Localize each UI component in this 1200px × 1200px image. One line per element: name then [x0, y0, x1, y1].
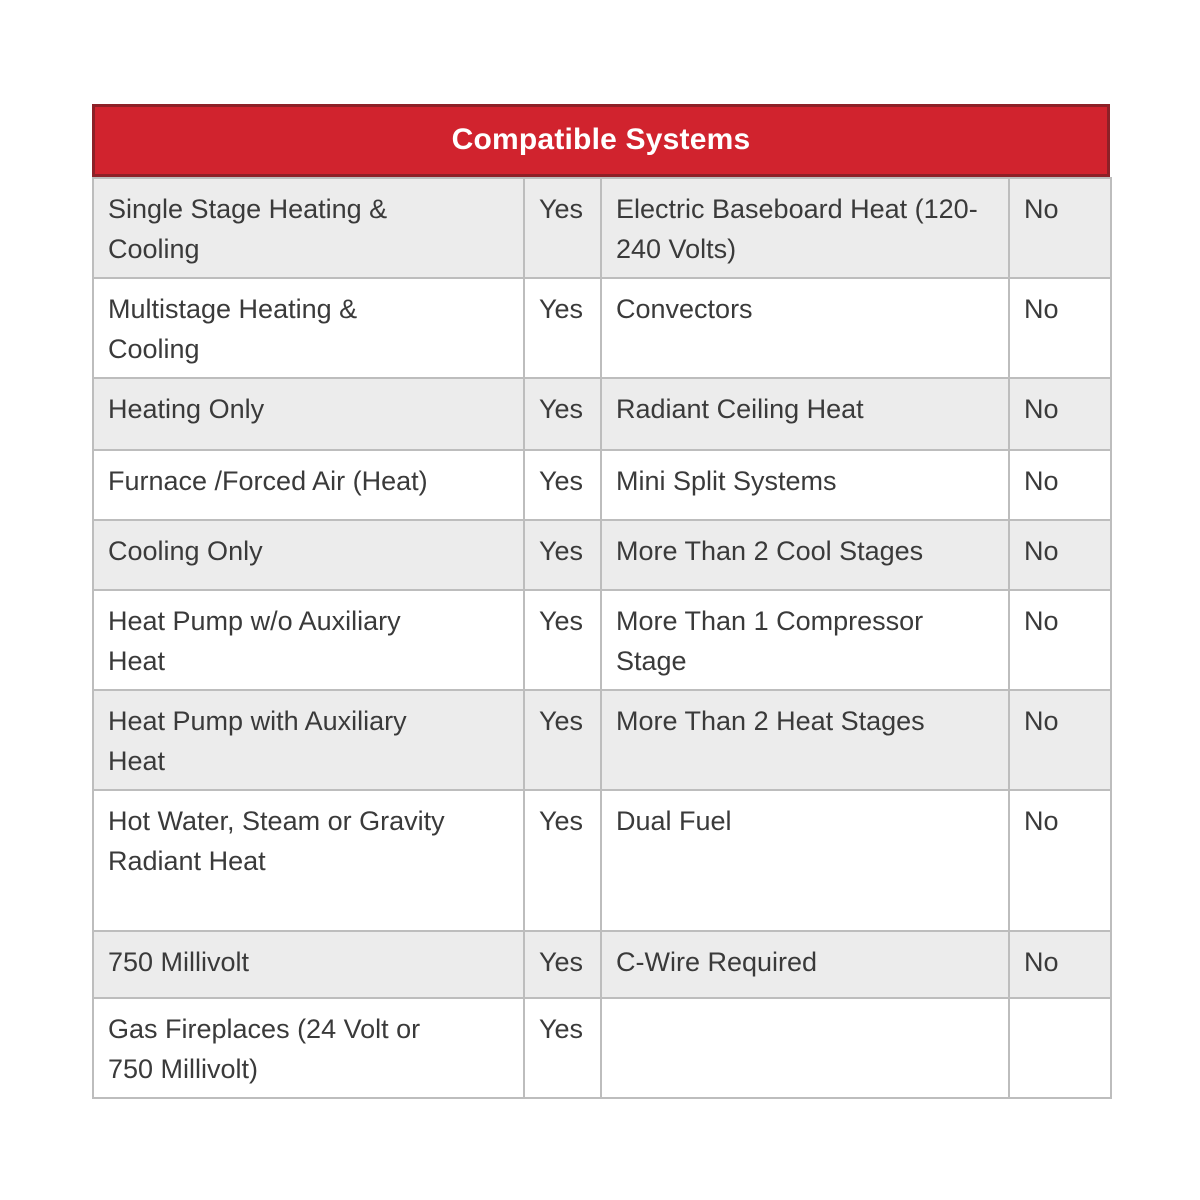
system-name-left-cell: Multistage Heating & Cooling [92, 277, 525, 379]
system-name-left-cell: Gas Fireplaces (24 Volt or 750 Millivolt… [92, 997, 525, 1099]
system-name-right-cell: More Than 1 Compressor Stage [600, 589, 1010, 691]
system-name-right-cell: Electric Baseboard Heat (120-240 Volts) [600, 177, 1010, 279]
compatibility-grid: Single Stage Heating & Cooling Yes Elect… [92, 177, 1112, 1099]
system-name-right-cell: Mini Split Systems [600, 449, 1010, 521]
system-name-left-cell: Single Stage Heating & Cooling [92, 177, 525, 279]
compatibility-value-right-cell: No [1008, 689, 1112, 791]
compatibility-value-left-cell: Yes [523, 930, 602, 999]
table-row: Furnace /Forced Air (Heat) Yes Mini Spli… [92, 449, 1112, 521]
compatibility-value-right-cell: No [1008, 930, 1112, 999]
compatibility-value-right-cell [1008, 997, 1112, 1099]
system-name-left-cell: Furnace /Forced Air (Heat) [92, 449, 525, 521]
system-name-right-cell: C-Wire Required [600, 930, 1010, 999]
system-name-left-cell: Cooling Only [92, 519, 525, 591]
compatibility-value-right-cell: No [1008, 589, 1112, 691]
system-name-left-cell: Heat Pump with Auxiliary Heat [92, 689, 525, 791]
compatibility-value-right-cell: No [1008, 449, 1112, 521]
compatibility-value-left-cell: Yes [523, 997, 602, 1099]
system-name-right-cell: Radiant Ceiling Heat [600, 377, 1010, 451]
table-row: Cooling Only Yes More Than 2 Cool Stages… [92, 519, 1112, 591]
compatibility-value-left-cell: Yes [523, 589, 602, 691]
compatibility-value-left-cell: Yes [523, 177, 602, 279]
system-name-right-cell: More Than 2 Cool Stages [600, 519, 1010, 591]
table-row: Multistage Heating & Cooling Yes Convect… [92, 277, 1112, 379]
compatible-systems-table: Compatible Systems Single Stage Heating … [92, 104, 1112, 1099]
table-row: Heat Pump w/o Auxiliary Heat Yes More Th… [92, 589, 1112, 691]
compatibility-value-right-cell: No [1008, 789, 1112, 932]
system-name-left-cell: Heat Pump w/o Auxiliary Heat [92, 589, 525, 691]
system-name-right-cell: Dual Fuel [600, 789, 1010, 932]
compatibility-value-left-cell: Yes [523, 377, 602, 451]
compatibility-value-right-cell: No [1008, 277, 1112, 379]
compatibility-value-left-cell: Yes [523, 277, 602, 379]
compatibility-value-left-cell: Yes [523, 449, 602, 521]
compatibility-value-left-cell: Yes [523, 789, 602, 932]
compatibility-value-right-cell: No [1008, 519, 1112, 591]
compatibility-value-left-cell: Yes [523, 519, 602, 591]
table-row: Heating Only Yes Radiant Ceiling Heat No [92, 377, 1112, 451]
table-row: Hot Water, Steam or Gravity Radiant Heat… [92, 789, 1112, 932]
table-row: Gas Fireplaces (24 Volt or 750 Millivolt… [92, 997, 1112, 1099]
system-name-right-cell: More Than 2 Heat Stages [600, 689, 1010, 791]
table-row: Single Stage Heating & Cooling Yes Elect… [92, 177, 1112, 279]
system-name-left-cell: 750 Millivolt [92, 930, 525, 999]
system-name-right-cell: Convectors [600, 277, 1010, 379]
system-name-left-cell: Hot Water, Steam or Gravity Radiant Heat [92, 789, 525, 932]
table-row: 750 Millivolt Yes C-Wire Required No [92, 930, 1112, 999]
compatibility-value-left-cell: Yes [523, 689, 602, 791]
table-title: Compatible Systems [92, 104, 1110, 177]
system-name-right-cell [600, 997, 1010, 1099]
compatibility-value-right-cell: No [1008, 177, 1112, 279]
system-name-left-cell: Heating Only [92, 377, 525, 451]
compatibility-value-right-cell: No [1008, 377, 1112, 451]
table-row: Heat Pump with Auxiliary Heat Yes More T… [92, 689, 1112, 791]
